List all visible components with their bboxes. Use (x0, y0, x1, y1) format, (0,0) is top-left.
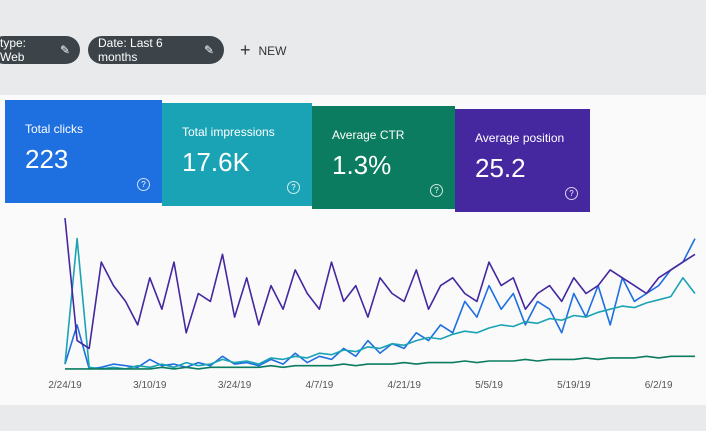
metric-title: Average position (475, 131, 565, 145)
filter-chip[interactable]: Date: Last 6 months ✎ (88, 36, 224, 64)
filter-text: type: Web (0, 36, 27, 64)
metric-card[interactable]: Average position 25.2? (455, 109, 590, 212)
metric-title: Total clicks (25, 122, 84, 136)
edit-icon: ✎ (203, 43, 214, 57)
metric-card[interactable]: Total impressions 17.6K? (162, 103, 312, 206)
filter-text: Date: Last 6 months (98, 36, 163, 64)
x-tick-label: 2/24/19 (48, 380, 82, 391)
x-tick-label: 4/7/19 (306, 380, 334, 391)
plus-icon: + (240, 40, 251, 60)
metric-value: 1.3% (332, 150, 392, 180)
series-line (64, 237, 696, 370)
series-line (64, 218, 696, 350)
x-tick-label: 3/10/19 (133, 380, 167, 391)
new-button[interactable]: + NEW (240, 40, 287, 61)
x-tick-label: 5/19/19 (557, 380, 591, 391)
series-line (65, 355, 695, 370)
help-icon[interactable]: ? (565, 187, 578, 200)
help-icon[interactable]: ? (287, 181, 300, 194)
metric-card[interactable]: Average CTR 1.3%? (312, 106, 455, 209)
help-icon[interactable]: ? (137, 178, 150, 191)
edit-icon: ✎ (59, 43, 70, 57)
x-tick-label: 4/21/19 (388, 380, 422, 391)
metric-value: 223 (25, 144, 69, 174)
new-text: NEW (258, 43, 287, 58)
x-tick-label: 6/2/19 (645, 380, 673, 391)
metric-title: Total impressions (182, 125, 275, 139)
metric-card[interactable]: Total clicks 223? (5, 100, 162, 203)
filter-chip[interactable]: type: Web ✎ (0, 36, 80, 64)
metric-title: Average CTR (332, 128, 405, 142)
help-icon[interactable]: ? (430, 184, 443, 197)
x-tick-label: 5/5/19 (475, 380, 503, 391)
x-tick-label: 3/24/19 (218, 380, 252, 391)
metric-value: 17.6K (182, 147, 250, 177)
series-line (64, 238, 696, 370)
metric-value: 25.2 (475, 153, 526, 183)
